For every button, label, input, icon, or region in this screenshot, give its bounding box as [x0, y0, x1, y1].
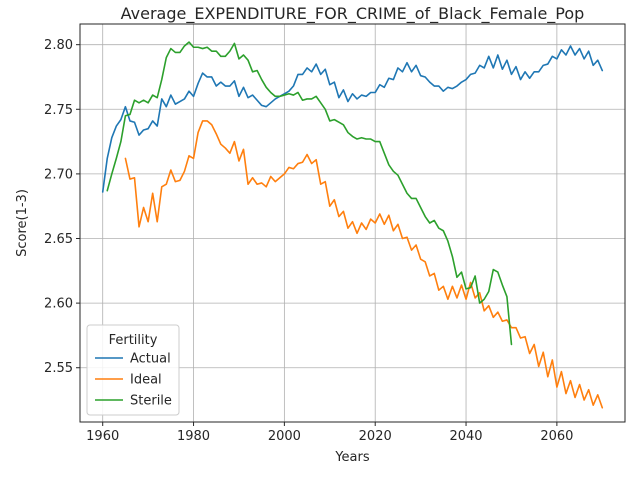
legend-title: Fertility [109, 333, 158, 348]
axis-ticks: 1960 1980 2000 2020 2040 2060 2.55 2.60 2.65 2.70… [44, 38, 573, 444]
x-tick-label: 2020 [359, 429, 392, 444]
series-line-sterile [106, 41, 513, 346]
y-tick-label: 2.60 [44, 297, 73, 312]
x-tick-label: 2000 [268, 429, 301, 444]
series-line-actual [101, 45, 604, 193]
x-tick-label: 2060 [540, 429, 573, 444]
series-lines [101, 41, 604, 409]
x-tick-label: 2040 [449, 429, 482, 444]
legend: Fertility Actual Ideal Sterile [86, 324, 180, 416]
y-tick-label: 2.80 [44, 38, 73, 53]
x-tick-label: 1980 [177, 429, 210, 444]
chart-title: Average_EXPENDITURE_FOR_CRIME_of_Black_F… [121, 4, 585, 24]
y-tick-label: 2.55 [44, 361, 73, 376]
gridlines [80, 24, 625, 422]
x-tick-label: 1960 [86, 429, 119, 444]
legend-label-actual: Actual [130, 352, 171, 367]
plot-frame [79, 23, 626, 423]
legend-label-ideal: Ideal [130, 373, 162, 388]
legend-label-sterile: Sterile [130, 394, 172, 409]
x-axis-title: Years [334, 450, 370, 465]
y-tick-label: 2.75 [44, 103, 73, 118]
series-line-ideal [124, 120, 604, 409]
y-tick-label: 2.70 [44, 167, 73, 182]
legend-box [86, 324, 180, 416]
y-axis-title: Score(1-3) [15, 189, 30, 257]
y-tick-label: 2.65 [44, 232, 73, 247]
